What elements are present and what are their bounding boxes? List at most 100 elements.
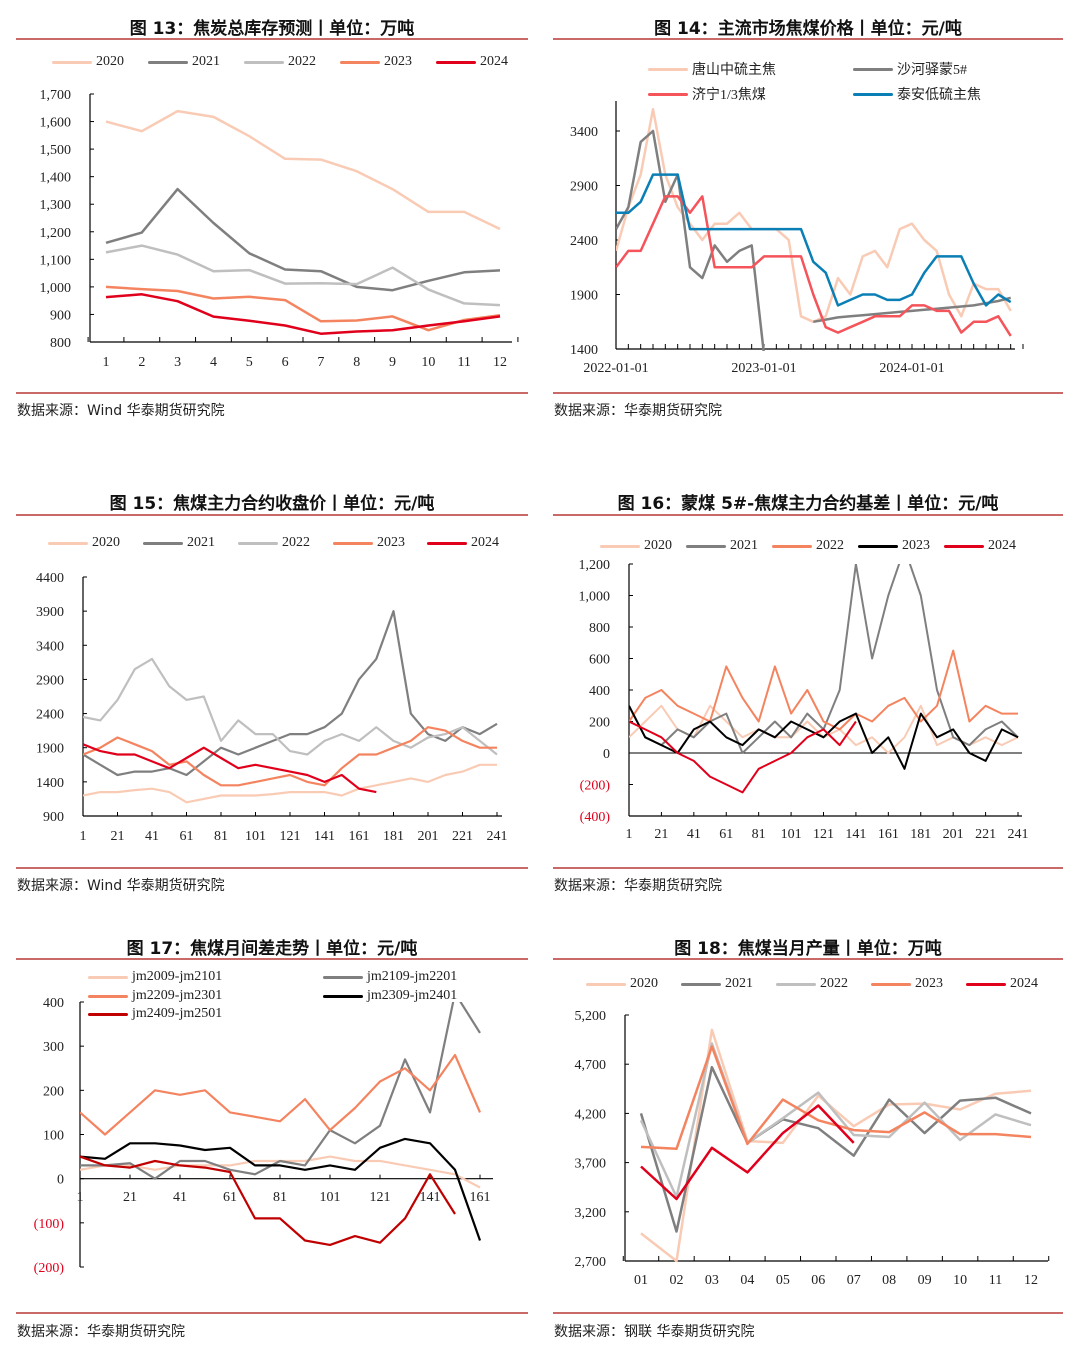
series-line-2022 bbox=[105, 244, 501, 307]
legend-swatch bbox=[686, 544, 726, 548]
legend-label: 2020 bbox=[92, 535, 120, 550]
legend-label: 2020 bbox=[96, 54, 124, 69]
x-tick-label: 21 bbox=[123, 1190, 137, 1205]
legend-label: 2022 bbox=[820, 976, 848, 991]
chart-title: 图 14：主流市场焦煤价格丨单位：元/吨 bbox=[654, 19, 962, 39]
x-tick-label: 181 bbox=[383, 829, 404, 844]
series-line-2024 bbox=[105, 293, 501, 335]
legend-label: jm2009-jm2101 bbox=[132, 969, 223, 984]
y-tick-label: 800 bbox=[589, 621, 610, 636]
source-note: 数据来源：华泰期货研究院 bbox=[554, 878, 722, 894]
x-tick-label: 1 bbox=[103, 355, 110, 370]
legend-item: 2022 bbox=[776, 976, 848, 992]
legend-label: 泰安低硫主焦 bbox=[897, 88, 981, 103]
y-tick-label: 1,500 bbox=[40, 143, 72, 158]
x-tick-label: 1 bbox=[626, 827, 633, 842]
legend-label: 2020 bbox=[644, 538, 672, 553]
series-line-2023 bbox=[629, 705, 1019, 770]
y-tick-label: 1,400 bbox=[40, 171, 72, 186]
y-tick-label: 600 bbox=[589, 653, 610, 668]
title-rule bbox=[16, 38, 528, 40]
x-tick-label: 04 bbox=[740, 1273, 754, 1288]
legend-item: jm2409-jm2501 bbox=[88, 1006, 222, 1022]
y-tick-label: 1400 bbox=[570, 343, 598, 358]
chart-13: 800 900 1,000 1,100 1,200 1,300 1,400 1,500 1,60… bbox=[40, 88, 519, 370]
x-tick-label: 141 bbox=[845, 827, 866, 842]
x-tick-label: 11 bbox=[457, 355, 470, 370]
footer-rule bbox=[553, 392, 1063, 394]
footer-rule bbox=[16, 1312, 528, 1314]
series-line-2023 bbox=[83, 726, 497, 787]
legend-label: 2022 bbox=[816, 538, 844, 553]
legend-item: 2022 bbox=[244, 54, 316, 70]
legend-label: 2021 bbox=[725, 976, 753, 991]
chart-title: 图 15：焦煤主力合约收盘价丨单位：元/吨 bbox=[109, 494, 435, 514]
y-tick-label: 2400 bbox=[36, 708, 64, 723]
x-tick-label: 101 bbox=[781, 827, 802, 842]
y-tick-label: 900 bbox=[50, 308, 71, 323]
legend-item: 2024 bbox=[436, 54, 508, 70]
chart-title: 图 13：焦炭总库存预测丨单位：万吨 bbox=[129, 19, 415, 39]
x-tick-label: 121 bbox=[370, 1190, 391, 1205]
x-tick-label: 101 bbox=[320, 1190, 341, 1205]
chart-18: 2,700 3,200 3,700 4,200 4,700 5,200 01 02 03 04 05… bbox=[575, 1009, 1050, 1288]
x-tick-label: 21 bbox=[111, 829, 125, 844]
x-tick-label: 06 bbox=[811, 1273, 825, 1288]
legend-item: 2023 bbox=[340, 54, 412, 70]
y-tick-label: (200) bbox=[34, 1261, 65, 1276]
x-tick-label: 01 bbox=[634, 1273, 648, 1288]
legend-item: jm2009-jm2101 bbox=[88, 969, 222, 985]
legend-item: 2021 bbox=[686, 538, 758, 554]
x-tick-label: 12 bbox=[493, 355, 507, 370]
x-tick-label: 2023-01-01 bbox=[731, 361, 796, 376]
y-tick-label: 1,100 bbox=[40, 253, 72, 268]
footer-rule bbox=[553, 867, 1063, 869]
legend-label: 2021 bbox=[187, 535, 215, 550]
source-note: 数据来源：Wind 华泰期货研究院 bbox=[17, 878, 225, 894]
x-tick-label: 11 bbox=[989, 1273, 1002, 1288]
series-line-2020 bbox=[105, 109, 501, 231]
y-tick-label: 3400 bbox=[36, 639, 64, 654]
legend-swatch bbox=[143, 541, 183, 545]
series-line-2024 bbox=[640, 1104, 855, 1201]
x-tick-label: 1 bbox=[80, 829, 87, 844]
legend-swatch bbox=[323, 994, 363, 998]
legend-item: 2020 bbox=[52, 54, 124, 70]
legend-item: 济宁1/3焦煤 bbox=[648, 84, 766, 104]
chart-14: 1400 1900 2400 2900 3400 2022-01-01 2023-01-01… bbox=[570, 101, 1024, 376]
title-rule bbox=[16, 514, 528, 516]
series-line-沙河驿蒙5# bbox=[616, 129, 1012, 351]
x-tick-label: 81 bbox=[214, 829, 228, 844]
legend-label: 沙河驿蒙5# bbox=[897, 63, 967, 78]
series-line-2023 bbox=[105, 285, 501, 332]
y-tick-label: 4,200 bbox=[575, 1107, 607, 1122]
series-line-jm2409-jm2501 bbox=[80, 1155, 456, 1246]
y-tick-label: 3,700 bbox=[575, 1157, 607, 1172]
series-line-2022 bbox=[639, 1042, 1032, 1199]
legend-swatch bbox=[772, 544, 812, 548]
x-tick-label: 201 bbox=[418, 829, 439, 844]
x-tick-label: 9 bbox=[389, 355, 396, 370]
legend-swatch bbox=[148, 60, 188, 64]
x-tick-label: 141 bbox=[314, 829, 335, 844]
title-rule bbox=[16, 958, 528, 960]
y-tick-label: 300 bbox=[43, 1040, 64, 1055]
legend-item: jm2309-jm2401 bbox=[323, 988, 457, 1004]
legend-label: 2023 bbox=[915, 976, 943, 991]
x-tick-label: 201 bbox=[943, 827, 964, 842]
y-tick-label: 3,200 bbox=[575, 1206, 607, 1221]
x-tick-label: 161 bbox=[878, 827, 899, 842]
legend-swatch bbox=[436, 60, 476, 64]
series-line-2024 bbox=[83, 743, 377, 794]
x-tick-label: 08 bbox=[882, 1273, 896, 1288]
series-line-泰安低硫主焦 bbox=[616, 173, 1012, 307]
legend-label: 2022 bbox=[282, 535, 310, 550]
x-tick-label: 121 bbox=[280, 829, 301, 844]
y-tick-label: 3900 bbox=[36, 605, 64, 620]
legend-swatch bbox=[858, 544, 898, 548]
y-tick-label: 4,700 bbox=[575, 1058, 607, 1073]
chart-title: 图 18：焦煤当月产量丨单位：万吨 bbox=[674, 939, 942, 959]
legend-item: 2020 bbox=[586, 976, 658, 992]
legend-swatch bbox=[586, 982, 626, 986]
